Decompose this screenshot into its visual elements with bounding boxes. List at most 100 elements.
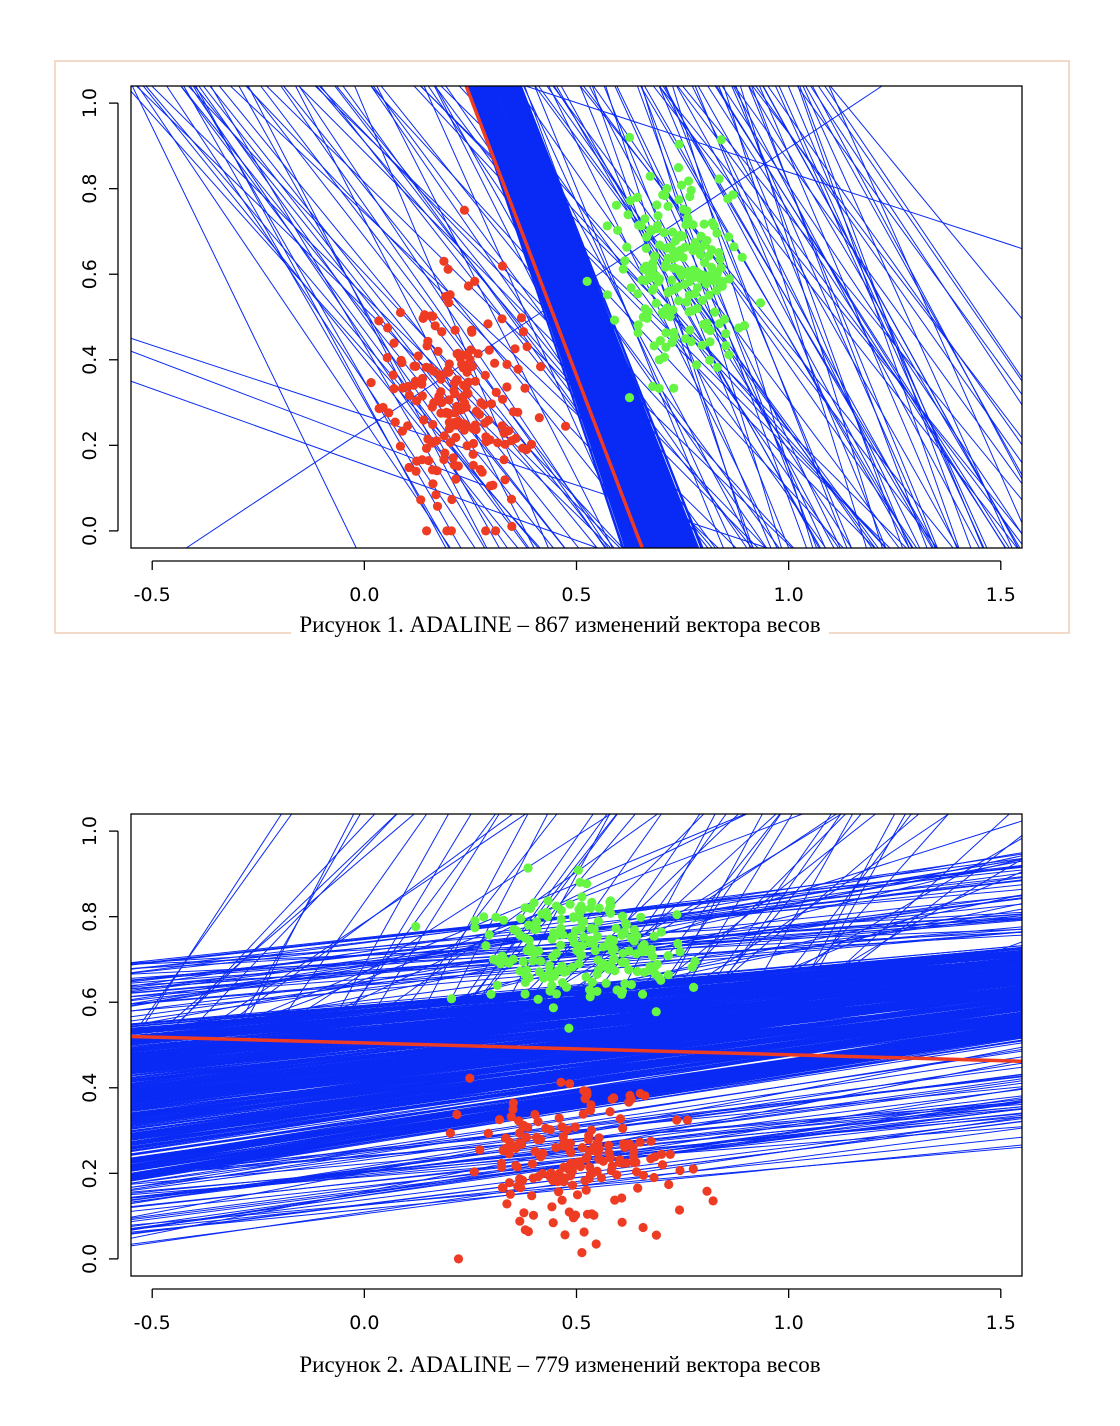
figure-1-class-a-point-158 [397, 358, 407, 368]
figure-2-weight-line-550 [278, 814, 428, 1024]
figure-1-weight-line-645 [318, 86, 767, 548]
figure-1-class-a-point-153 [444, 424, 454, 434]
figure-1-weight-line-635 [423, 86, 632, 548]
figure-2-weight-line-530 [176, 814, 397, 1024]
figure-1-weight-line-556 [435, 86, 695, 548]
figure-1-weight-line-628 [824, 86, 1022, 379]
figure-1-class-a-point-24 [389, 338, 399, 348]
figure-2-weight-line-515 [131, 1035, 1022, 1178]
figure-2-class-a-point-167 [453, 1254, 464, 1264]
figure-1-class-a-point-189 [434, 370, 444, 380]
figure-1-class-a-point-63 [497, 314, 507, 324]
figure-2-class-b-point-76 [535, 956, 546, 966]
figure-1-class-b-point-171 [668, 305, 678, 315]
figure-1-class-a-point-46 [498, 394, 508, 404]
figure-2-class-a-points [445, 1073, 718, 1264]
figure-2-weight-line-553 [142, 860, 1022, 1025]
figure-2-weight-line-559 [734, 814, 854, 1024]
figure-1-class-a-point-64 [450, 325, 460, 335]
figure-2-class-a-point-89 [646, 1136, 656, 1146]
figure-1-class-b-point-97 [682, 297, 692, 307]
figure-1-class-b-point-190 [684, 277, 695, 287]
figure-1-weight-line-623 [662, 86, 933, 548]
figure-2-weight-line-647 [131, 1121, 1022, 1234]
figure-2-class-a-point-90 [508, 1104, 518, 1114]
figure-2-y-tick-label-0: 0.0 [79, 1244, 101, 1274]
figure-1-class-b-point-87 [717, 281, 727, 291]
figure-2-class-a-point-173 [607, 1094, 617, 1104]
figure-2-class-b-point-158 [590, 946, 600, 956]
figure-1-class-b-point-120 [695, 250, 706, 260]
figure-1-class-b-point-25 [649, 341, 659, 351]
figure-2-class-a-point-18 [452, 1109, 462, 1120]
figure-2-class-b-point-162 [541, 907, 551, 917]
figure-1-class-b-point-144 [666, 242, 676, 252]
figure-1-weight-line-630 [427, 86, 748, 548]
figure-1-class-a-point-83 [468, 438, 479, 449]
figure-2-weight-line-483 [131, 1014, 1022, 1152]
figure-1-class-a-point-167 [500, 439, 510, 449]
figure-2-class-a-point-158 [502, 1199, 512, 1209]
figure-2-class-b-point-119 [663, 951, 673, 961]
figure-1-class-b-point-152 [714, 248, 724, 258]
figure-2-class-b-point-174 [551, 989, 562, 999]
figure-2-x-tick-label-3: 1.0 [774, 1312, 804, 1334]
figure-1-weight-line-639 [733, 86, 1022, 485]
figure-2-weight-line-123 [131, 945, 1022, 1025]
figure-1-class-b-point-62 [624, 132, 635, 142]
figure-2-class-b-point-135 [492, 980, 502, 991]
figure-1-class-a-point-84 [366, 378, 376, 388]
figure-2-class-a-point-153 [506, 1112, 516, 1122]
figure-2-class-b-point-185 [582, 879, 592, 889]
figure-2-class-b-point-4 [564, 1023, 574, 1033]
figure-2-weight-line-467 [131, 1011, 1022, 1145]
figure-2-class-b-point-165 [604, 905, 614, 915]
figure-2-weight-line-511 [131, 949, 1022, 1037]
figure-2-class-a-point-162 [610, 1195, 620, 1205]
figure-2-class-b-point-176 [559, 967, 569, 977]
figure-1-class-a-point-57 [471, 425, 481, 435]
figure-2-weight-line-465 [131, 1040, 1022, 1176]
figure-2-class-b-point-183 [598, 942, 608, 952]
figure-1-plot-area [131, 86, 1022, 548]
figure-2-class-b-point-181 [528, 956, 538, 966]
figure-1-weight-line-653 [512, 86, 704, 548]
figure-1-class-b-point-44 [640, 214, 650, 224]
figure-1-class-a-point-99 [468, 449, 478, 459]
figure-1-weight-line-540 [492, 86, 827, 548]
figure-1-class-b-point-92 [724, 350, 734, 360]
figure-2-class-b-point-95 [593, 916, 604, 926]
figure-1-weight-line-519 [498, 86, 661, 548]
figure-2-weight-line-355 [131, 1025, 1022, 1155]
figure-2-weight-line-586 [244, 814, 355, 1024]
figure-1-class-b-point-140 [699, 219, 709, 229]
figure-2-class-b-point-191 [539, 973, 549, 983]
figure-1-class-a-point-168 [428, 311, 438, 321]
figure-1-class-a-point-70 [422, 526, 432, 536]
figure-1-class-a-point-160 [486, 399, 497, 409]
figure-2-class-a-point-187 [592, 1146, 602, 1156]
figure-2-caption: Рисунок 2. ADALINE – 779 изменений векто… [0, 1352, 1120, 1378]
figure-2-class-b-point-110 [629, 925, 640, 935]
figure-2-class-b-point-74 [533, 994, 543, 1004]
figure-2-class-a-point-88 [537, 1168, 548, 1179]
figure-1-x-tick-label-4: 1.5 [986, 584, 1016, 606]
figure-1-class-a-point-56 [475, 464, 485, 475]
figure-2-class-a-point-112 [557, 1122, 567, 1132]
figure-1-class-b-point-75 [659, 228, 669, 238]
figure-1-class-a-point-191 [431, 490, 441, 500]
figure-1-class-a-point-186 [420, 310, 430, 320]
figure-2-weight-line-472 [131, 984, 1022, 1074]
figure-1-weight-line-648 [718, 86, 910, 548]
figure-1-class-a-point-21 [497, 261, 508, 271]
figure-1-weight-line-650 [376, 86, 613, 548]
figure-2-class-b-point-194 [576, 901, 586, 911]
figure-2-class-b-point-82 [624, 946, 634, 956]
figure-1-class-b-point-185 [626, 283, 636, 293]
figure-1-class-a-point-159 [421, 443, 432, 453]
figure-1-weight-line-663 [525, 86, 1022, 250]
figure-2-class-b-point-157 [689, 982, 699, 993]
figure-1-weight-line-527 [810, 86, 1022, 406]
figure-1-class-b-point-26 [707, 218, 717, 228]
figure-1-x-tick-label-2: 0.5 [561, 584, 591, 606]
